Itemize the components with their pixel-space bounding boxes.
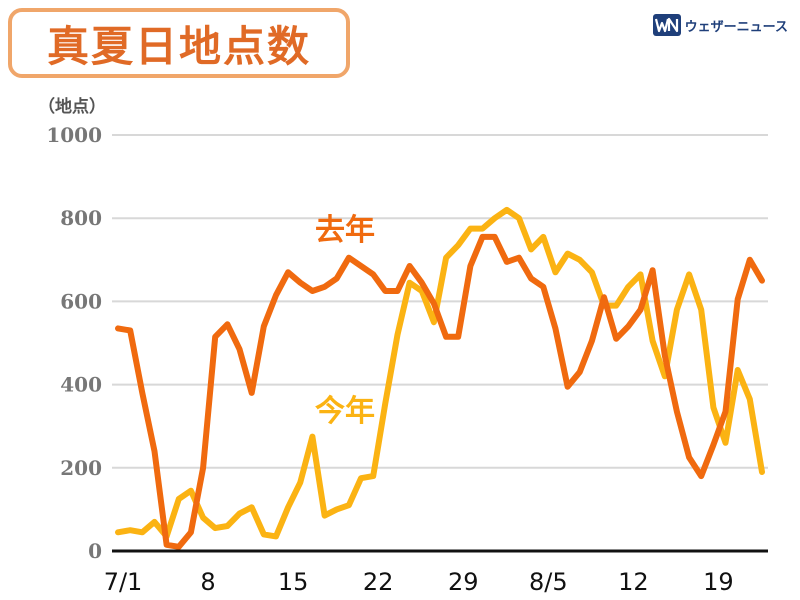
y-tick-label-800: 800	[60, 206, 102, 230]
y-tick-label-400: 400	[60, 373, 102, 397]
wn-logo-icon	[652, 14, 681, 36]
x-tick-label-42: 12	[618, 568, 649, 596]
series-line-last-year	[115, 233, 765, 550]
x-tick-label-7: 8	[200, 568, 215, 596]
title-box: 真夏日地点数	[8, 8, 350, 78]
brand-name: ウェザーニュース	[684, 19, 788, 35]
x-tick-label-35: 8/5	[529, 568, 568, 596]
x-tick-label-49: 19	[703, 568, 734, 596]
y-tick-label-1000: 1000	[46, 123, 102, 147]
chart-title: 真夏日地点数	[46, 21, 311, 71]
x-tick-label-21: 22	[363, 568, 394, 596]
series-line-this-year	[115, 206, 765, 540]
annotation-last-year: 去年	[315, 213, 375, 248]
y-tick-labels: 0 200 400 600 800 1000	[46, 123, 102, 563]
brand-logo: ウェザーニュース	[652, 14, 788, 36]
x-tick-labels: 7/1 8 15 22 29 8/5 12 19	[104, 568, 734, 596]
y-tick-label-200: 200	[60, 456, 102, 480]
y-axis-unit-label: （地点）	[38, 97, 106, 117]
y-tick-label-600: 600	[60, 289, 102, 313]
annotation-this-year: 今年	[315, 394, 375, 429]
y-tick-label-0: 0	[88, 539, 102, 563]
series-layer	[115, 206, 765, 550]
x-tick-label-28: 29	[448, 568, 479, 596]
x-tick-label-14: 15	[278, 568, 309, 596]
x-tick-label-0: 7/1	[104, 568, 143, 596]
